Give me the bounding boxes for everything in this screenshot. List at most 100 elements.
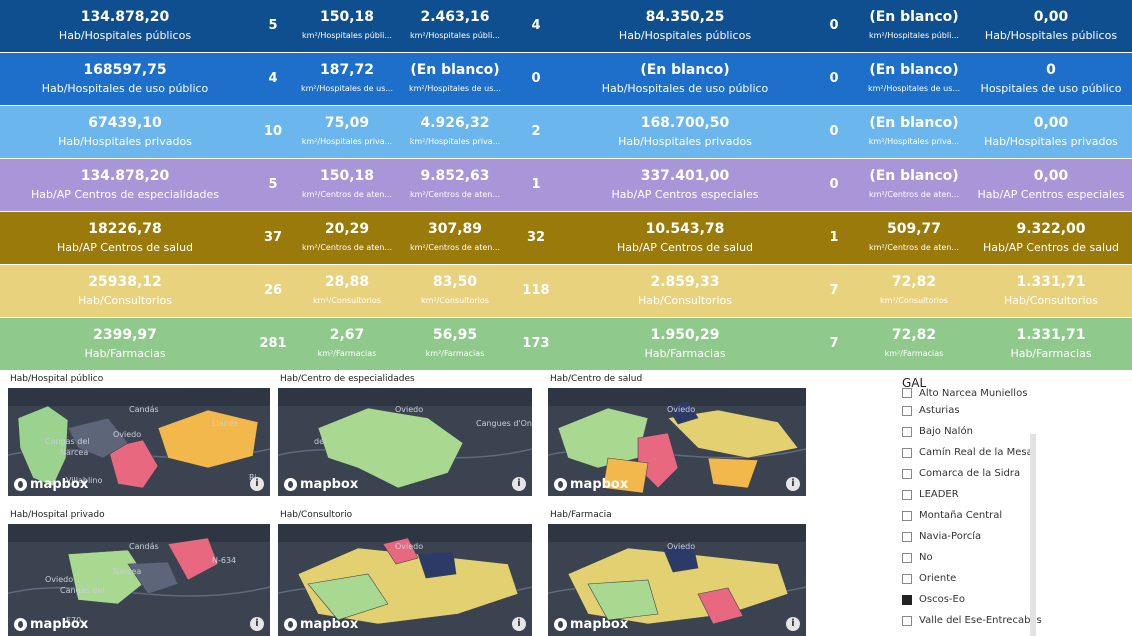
slicer-item[interactable]: Asturias — [902, 400, 1102, 421]
kpi-card[interactable]: 168.700,50 Hab/Hospitales privados — [560, 106, 810, 158]
kpi-card[interactable]: 4.926,32 km²/Hospitales priva... — [398, 106, 512, 158]
info-icon[interactable]: i — [250, 477, 264, 491]
kpi-card[interactable]: 2.463,16 km²/Hospitales públi... — [398, 0, 512, 52]
kpi-card[interactable]: 1.950,29 Hab/Farmacias — [560, 318, 810, 370]
kpi-card[interactable]: 0,00 Hab/Hospitales privados — [970, 106, 1132, 158]
checkbox-icon[interactable] — [902, 573, 912, 584]
map-region[interactable] — [602, 457, 649, 494]
map-region[interactable] — [557, 407, 649, 469]
mapbox-logo[interactable]: mapbox — [554, 617, 628, 632]
kpi-card[interactable]: 9.852,63 km²/Centros de aten... — [398, 159, 512, 211]
kpi-card[interactable]: 134.878,20 Hab/Hospitales públicos — [0, 0, 250, 52]
kpi-card[interactable]: 37 — [250, 212, 296, 264]
checkbox-icon[interactable] — [902, 489, 912, 500]
info-icon[interactable]: i — [512, 617, 526, 631]
kpi-card[interactable]: 1 — [810, 212, 858, 264]
map-region[interactable] — [167, 537, 219, 581]
kpi-card[interactable]: 28,88 km²/Consultorios — [296, 265, 398, 317]
kpi-card[interactable]: 9.322,00 Hab/AP Centros de salud — [970, 212, 1132, 264]
kpi-card[interactable]: 118 — [512, 265, 560, 317]
kpi-card[interactable]: 281 — [250, 318, 296, 370]
kpi-card[interactable]: (En blanco) Hab/Hospitales de uso público — [560, 53, 810, 105]
checkbox-icon[interactable] — [902, 426, 912, 437]
slicer-item[interactable]: Camín Real de la Mesa — [902, 442, 1102, 463]
kpi-card[interactable]: 75,09 km²/Hospitales priva... — [296, 106, 398, 158]
choropleth-map[interactable]: Oviedo mapbox i — [548, 524, 806, 636]
checkbox-icon[interactable] — [902, 405, 912, 416]
kpi-card[interactable]: 26 — [250, 265, 296, 317]
kpi-card[interactable]: 0 — [512, 53, 560, 105]
kpi-card[interactable]: 0,00 Hab/AP Centros especiales — [970, 159, 1132, 211]
map-region[interactable] — [667, 401, 699, 425]
map-region[interactable] — [317, 407, 464, 489]
map-region[interactable] — [662, 543, 699, 573]
mapbox-logo[interactable]: mapbox — [284, 617, 358, 632]
checkbox-icon[interactable] — [902, 388, 912, 398]
checkbox-icon[interactable] — [902, 447, 912, 458]
kpi-card[interactable]: 2,67 km²/Farmacias — [296, 318, 398, 370]
map-region[interactable] — [697, 587, 744, 625]
checkbox-checked-icon[interactable] — [902, 594, 912, 605]
kpi-card[interactable]: 5 — [250, 0, 296, 52]
checkbox-icon[interactable] — [902, 552, 912, 563]
kpi-card[interactable]: 7 — [810, 265, 858, 317]
map-region[interactable] — [107, 439, 159, 489]
kpi-card[interactable]: 25938,12 Hab/Consultorios — [0, 265, 250, 317]
kpi-card[interactable]: 2 — [512, 106, 560, 158]
kpi-card[interactable]: (En blanco) km²/Hospitales de us... — [858, 53, 970, 105]
kpi-card[interactable]: 0 Hospitales de uso público — [970, 53, 1132, 105]
kpi-card[interactable]: 67439,10 Hab/Hospitales privados — [0, 106, 250, 158]
kpi-card[interactable]: 509,77 km²/Centros de aten... — [858, 212, 970, 264]
map-region[interactable] — [157, 409, 259, 469]
kpi-card[interactable]: 10 — [250, 106, 296, 158]
map-region[interactable] — [307, 573, 389, 621]
kpi-card[interactable]: 84.350,25 Hab/Hospitales públicos — [560, 0, 810, 52]
map-region[interactable] — [67, 549, 149, 605]
checkbox-icon[interactable] — [902, 510, 912, 521]
checkbox-icon[interactable] — [902, 531, 912, 542]
kpi-card[interactable]: 18226,78 Hab/AP Centros de salud — [0, 212, 250, 264]
slicer-scrollbar[interactable] — [1030, 434, 1036, 636]
kpi-card[interactable]: 0 — [810, 53, 858, 105]
choropleth-map[interactable]: Oviedo Cangues d'Onís del mapbox i — [278, 388, 532, 496]
kpi-card[interactable]: 72,82 km²/Consultorios — [858, 265, 970, 317]
kpi-card[interactable]: 83,50 km²/Consultorios — [398, 265, 512, 317]
map-region[interactable] — [707, 457, 759, 489]
info-icon[interactable]: i — [786, 477, 800, 491]
map-region[interactable] — [667, 409, 799, 459]
kpi-card[interactable]: 0 — [810, 159, 858, 211]
kpi-card[interactable]: 150,18 km²/Centros de aten... — [296, 159, 398, 211]
kpi-card[interactable]: (En blanco) km²/Hospitales de us... — [398, 53, 512, 105]
map-region[interactable] — [67, 417, 129, 459]
checkbox-icon[interactable] — [902, 468, 912, 479]
choropleth-map[interactable]: Candás Llanes Cangas del Narcea Oviedo Villab… — [8, 388, 270, 496]
map-region[interactable] — [587, 579, 659, 621]
kpi-card[interactable]: 150,18 km²/Hospitales públi... — [296, 0, 398, 52]
kpi-card[interactable]: 134.878,20 Hab/AP Centros de especialidad… — [0, 159, 250, 211]
info-icon[interactable]: i — [250, 617, 264, 631]
choropleth-map[interactable]: Oviedo mapbox i — [548, 388, 806, 496]
slicer-item[interactable]: Navia-Porcía — [902, 526, 1102, 547]
kpi-card[interactable]: 5 — [250, 159, 296, 211]
slicer-item[interactable]: Oscos-Eo — [902, 589, 1102, 610]
kpi-card[interactable]: 4 — [250, 53, 296, 105]
info-icon[interactable]: i — [512, 477, 526, 491]
mapbox-logo[interactable]: mapbox — [14, 477, 88, 492]
info-icon[interactable]: i — [786, 617, 800, 631]
kpi-card[interactable]: 2.859,33 Hab/Consultorios — [560, 265, 810, 317]
kpi-card[interactable]: 72,82 km²/Farmacias — [858, 318, 970, 370]
kpi-card[interactable]: 20,29 km²/Centros de aten... — [296, 212, 398, 264]
slicer-item[interactable]: Valle del Ese-Entrecabos — [902, 610, 1102, 631]
checkbox-icon[interactable] — [902, 615, 912, 626]
map-region[interactable] — [127, 561, 179, 595]
slicer-item[interactable]: No — [902, 547, 1102, 568]
kpi-card[interactable]: 1.331,71 Hab/Consultorios — [970, 265, 1132, 317]
kpi-card[interactable]: (En blanco) km²/Centros de aten... — [858, 159, 970, 211]
kpi-card[interactable]: 0 — [810, 0, 858, 52]
kpi-card[interactable]: 4 — [512, 0, 560, 52]
kpi-card[interactable]: (En blanco) km²/Hospitales priva... — [858, 106, 970, 158]
kpi-card[interactable]: (En blanco) km²/Hospitales públi... — [858, 0, 970, 52]
kpi-card[interactable]: 1 — [512, 159, 560, 211]
slicer-item[interactable]: Alto Narcea Muniellos — [902, 388, 1102, 400]
slicer-item[interactable]: Oriente — [902, 568, 1102, 589]
